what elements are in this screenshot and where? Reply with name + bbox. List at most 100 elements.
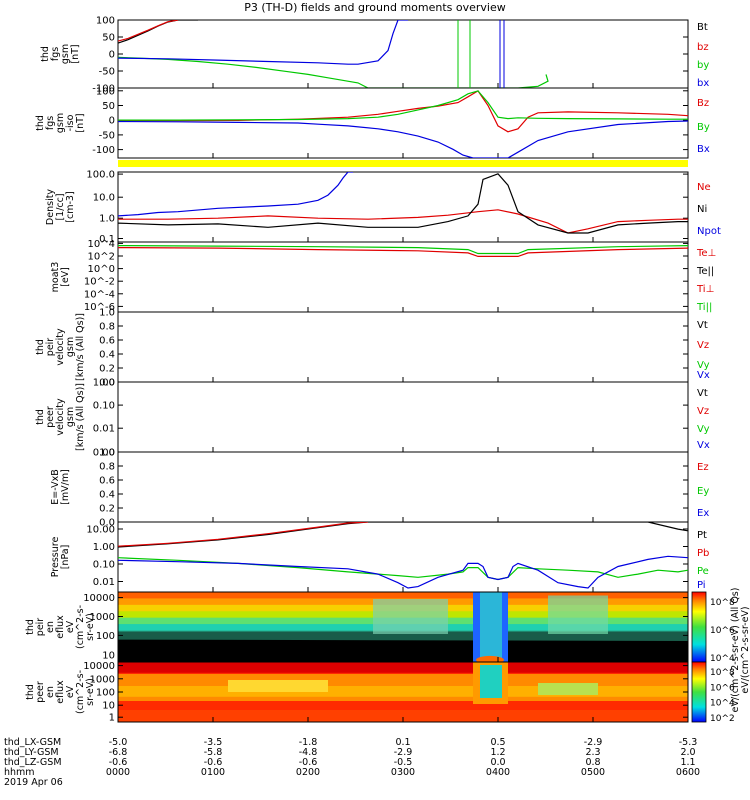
legend-by: by <box>697 60 709 71</box>
panel-frame <box>117 451 689 523</box>
footer-value: -0.5 <box>394 757 413 768</box>
panel-frame <box>117 19 689 89</box>
y-axis-label-line: [nT] <box>70 44 81 63</box>
y-tick-label: 0 <box>109 116 115 127</box>
y-axis-label-line: (cm^2-s- <box>75 670 86 714</box>
legend-bx: Bx <box>697 144 710 155</box>
y-tick-label: 10.00 <box>86 525 115 536</box>
legend-bx: bx <box>697 78 709 89</box>
y-tick-label: 10 <box>102 651 115 662</box>
y-axis-label-line: fgs <box>45 116 56 130</box>
spectrogram-ion <box>118 592 688 662</box>
spectrogram-band <box>118 592 688 600</box>
y-axis-label-line: gsm <box>60 44 71 64</box>
panel-moat: 10^4 10^210^0 10^-210^-4 10^-6 moat3 [eV] Te⊥ T… <box>50 239 716 313</box>
series-group <box>118 245 688 257</box>
series-ne <box>118 209 688 234</box>
y-tick-label: 0.8 <box>99 322 115 333</box>
y-tick-label: 1 <box>109 713 115 724</box>
spectrogram-patch <box>538 683 598 695</box>
spectrogram-electron <box>118 662 688 722</box>
legend-by: By <box>697 122 710 133</box>
panel-frame <box>117 241 689 313</box>
legend-vy: Vy <box>697 424 710 435</box>
y-axis-label: thd peer en eflux eV (cm^2-s-sr-eV) <box>25 670 96 714</box>
y-axis-label-line: thd <box>40 46 51 62</box>
legend-ex: Ex <box>697 508 709 519</box>
panel-peir_velocity: 1.0 0.8 0.6 0.4 0.2 0.0 thd peir velocity gsm [km/… <box>35 308 710 389</box>
spectrogram-band <box>118 662 688 673</box>
y-tick-label: 100 <box>96 16 115 27</box>
y-axis-label-line: eV <box>65 685 76 698</box>
legend-bz: bz <box>697 42 709 53</box>
y-axis-label-line: thd <box>35 339 46 355</box>
y-tick-label: 10^-4 <box>84 289 115 300</box>
y-axis-label-line: eflux <box>55 615 66 639</box>
footer-value: -5.8 <box>204 747 223 758</box>
spectrogram-patch <box>476 655 504 662</box>
y-axis-label-line: E=-VxB <box>50 469 61 504</box>
y-tick-label: 100.0 <box>86 170 115 181</box>
y-axis-label: E=-VxB [mV/m] <box>50 469 71 505</box>
footer-value: 0500 <box>581 767 605 778</box>
colorbar-tick-label: 10^4 <box>710 699 735 709</box>
y-tick-label: 0.8 <box>99 462 115 473</box>
y-axis-label: thd peir en eflux eV (cm^2-s-sr-eV) <box>25 605 96 649</box>
footer-value: 2.3 <box>585 747 600 758</box>
series-by <box>118 90 688 121</box>
colorbar-tick-label: 10^6 <box>710 683 735 693</box>
y-axis-label-line: velocity <box>55 328 66 366</box>
footer-row-label: thd_LZ-GSM <box>4 757 62 768</box>
y-axis-label-line: thd <box>35 115 46 131</box>
footer-row-label: thd_LY-GSM <box>4 747 59 758</box>
footer-value: 0000 <box>106 767 130 778</box>
footer-value: 2.0 <box>680 747 695 758</box>
figure-title: P3 (TH-D) fields and ground moments over… <box>244 1 506 14</box>
footer-value: -2.9 <box>584 737 603 748</box>
legend-ti⊥: Ti⊥ <box>696 284 714 295</box>
colorbar-label: eV/(cm^2-s-sr-eV) (All Qs) eV/(cm^2-s-sr-… <box>730 588 750 713</box>
panel-pressure: 10.00 1.00 0.10 0.01 Pressure [nPa] Pt Pb Pe Pi <box>50 521 709 593</box>
panel-fgs_gsm_iso: 100 50 0 -50 -100 thd fgs gsm -iso [nT] Bz By Bx <box>35 86 710 159</box>
footer-value: 0.8 <box>585 757 600 768</box>
y-axis-label-line: peir <box>45 338 56 357</box>
y-axis-label-line: [cm-3] <box>65 191 76 222</box>
panel-frame <box>117 521 689 593</box>
legend-pi: Pi <box>697 580 706 591</box>
series-pt <box>118 522 688 548</box>
spectrogram-patch <box>548 595 608 634</box>
y-axis-label-line: peer <box>45 406 56 428</box>
y-tick-label: -100 <box>92 84 115 95</box>
y-axis-label-line: thd <box>35 409 46 425</box>
y-tick-label: 1.00 <box>93 378 115 389</box>
colorbar-tick-label: 10^8 <box>710 598 735 608</box>
series-group <box>118 20 549 88</box>
spectrogram-patch <box>228 680 328 692</box>
y-axis-label-line: [mV/m] <box>60 469 71 505</box>
footer-value: -1.8 <box>299 737 318 748</box>
colorbar-tick-label: 10^6 <box>710 626 735 636</box>
y-tick-label: 0.6 <box>99 476 115 487</box>
y-tick-label: 10^0 <box>88 264 115 275</box>
legend-ez: Ez <box>697 462 709 473</box>
y-tick-label: 1.0 <box>99 448 115 459</box>
y-axis-label-line: gsm <box>65 407 76 427</box>
footer-value: 1.1 <box>680 757 695 768</box>
series-pb <box>118 522 369 547</box>
legend-npot: Npot <box>697 226 721 237</box>
y-tick-label: 0.4 <box>99 490 115 501</box>
legend-vt: Vt <box>697 388 708 399</box>
spectrogram-burst <box>480 592 502 662</box>
y-tick-label: 10^2 <box>88 252 115 263</box>
y-axis-label: moat3 [eV] <box>50 262 71 293</box>
legend-ey: Ey <box>697 486 709 497</box>
colorbar-label-text: eV/(cm^2-s-sr-eV) <box>740 606 750 693</box>
legend-pb: Pb <box>697 548 709 559</box>
footer-value: 0300 <box>391 767 415 778</box>
footer-value: 0.1 <box>395 737 410 748</box>
series-bx <box>118 120 688 158</box>
colorbar: 10^810^610^410^810^610^410^2eV/(cm^2-s-s… <box>691 588 750 724</box>
y-axis-label: thd fgs gsm [nT] <box>40 44 81 64</box>
footer-value: 0200 <box>296 767 320 778</box>
